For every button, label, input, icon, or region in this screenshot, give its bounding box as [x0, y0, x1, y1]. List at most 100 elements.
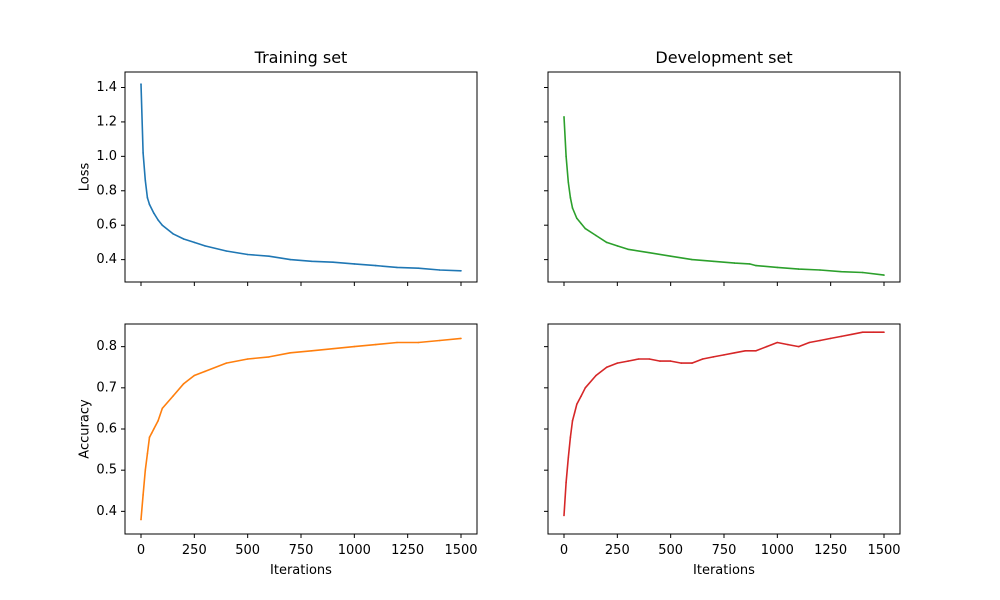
data-point: [648, 358, 651, 360]
y-tick-label: 0.7: [96, 380, 117, 395]
y-tick-label: 0.6: [96, 218, 117, 233]
data-point: [193, 241, 196, 244]
panel-title: Training set: [254, 48, 348, 67]
x-tick-label: 500: [235, 543, 260, 558]
data-point: [268, 255, 270, 257]
data-point: [648, 251, 651, 254]
y-axis-label: Loss: [78, 163, 93, 192]
data-point: [567, 457, 570, 459]
data-point: [353, 345, 356, 348]
data-point: [744, 350, 747, 352]
data-point: [417, 341, 420, 344]
data-point: [161, 224, 164, 226]
data-point: [669, 255, 672, 257]
data-point: [840, 335, 843, 338]
data-point: [460, 270, 462, 272]
data-point: [797, 268, 800, 270]
chart-panel-2: Development set: [544, 48, 901, 286]
data-point: [146, 196, 149, 199]
data-point: [680, 362, 683, 364]
x-axis-label: Iterations: [693, 563, 755, 578]
data-point: [396, 266, 398, 269]
x-tick-label: 1500: [444, 543, 477, 558]
data-point: [755, 350, 757, 352]
data-point: [616, 245, 619, 247]
y-tick-label: 0.4: [96, 252, 117, 267]
plot-frame: [124, 71, 478, 283]
data-point: [605, 366, 608, 369]
data-point: [567, 181, 570, 183]
data-point: [438, 339, 441, 342]
data-point: [580, 222, 582, 225]
data-point: [268, 356, 270, 358]
x-tick-label: 750: [289, 543, 314, 558]
data-point: [691, 258, 693, 261]
chart-panel-3: 0 250 500 750 1000 1250 1500 0.4 0.5 0.6 0.7 0.8 Ite…: [78, 323, 478, 578]
data-point: [142, 494, 144, 496]
data-point: [733, 352, 736, 354]
x-tick-label: 1000: [761, 543, 794, 558]
x-tick-label: 750: [712, 543, 737, 558]
data-point: [565, 155, 567, 158]
x-tick-label: 250: [605, 543, 630, 558]
data-point: [712, 260, 715, 263]
data-point: [140, 83, 142, 85]
data-point: [659, 360, 661, 362]
data-point: [691, 362, 693, 364]
y-tick-label: 0.4: [96, 504, 117, 519]
x-axis-label: Iterations: [270, 563, 332, 578]
data-point: [153, 212, 155, 214]
data-point: [569, 196, 572, 199]
x-tick-label: 500: [658, 543, 683, 558]
data-point: [840, 270, 843, 273]
data-point: [182, 382, 185, 385]
data-point: [819, 269, 821, 271]
data-point: [883, 274, 885, 276]
data-point: [712, 356, 715, 358]
data-point: [776, 341, 779, 344]
data-point: [204, 370, 206, 373]
data-point: [146, 452, 149, 455]
data-point: [310, 350, 313, 352]
data-point: [246, 358, 249, 360]
data-point: [142, 152, 144, 154]
data-point: [861, 331, 864, 334]
data-point: [144, 469, 147, 472]
chart-panel-1: 0.4 0.6 0.8 1.0 1.2 1.4 Training set Loss: [78, 48, 478, 286]
data-point: [755, 264, 757, 267]
x-tick-label: 1000: [338, 543, 371, 558]
data-point: [140, 518, 142, 521]
data-point: [417, 267, 420, 270]
plot-frame: [124, 323, 478, 535]
panel-title: Development set: [655, 48, 792, 67]
data-point: [883, 331, 885, 334]
data-point: [576, 217, 578, 220]
x-tick-label: 0: [560, 543, 568, 558]
data-point: [150, 432, 153, 434]
data-point: [182, 238, 185, 240]
y-tick-label: 1.0: [96, 149, 117, 164]
y-tick-label: 0.6: [96, 422, 117, 437]
data-point: [374, 343, 377, 346]
data-point: [193, 374, 196, 377]
data-point: [172, 395, 174, 397]
data-point: [765, 345, 768, 348]
data-point: [576, 403, 578, 406]
data-point: [396, 341, 398, 344]
data-point: [571, 420, 574, 422]
data-point: [157, 420, 159, 422]
data-point: [310, 260, 313, 263]
data-point: [872, 331, 875, 334]
data-point: [851, 333, 853, 336]
plot-frame: [547, 71, 901, 283]
data-point: [289, 352, 292, 354]
data-point: [723, 354, 725, 356]
data-point: [776, 266, 779, 269]
data-point: [787, 343, 789, 346]
data-point: [669, 360, 672, 362]
data-point: [797, 345, 800, 348]
data-point: [161, 407, 164, 410]
data-point: [565, 481, 567, 484]
data-point: [225, 250, 228, 252]
